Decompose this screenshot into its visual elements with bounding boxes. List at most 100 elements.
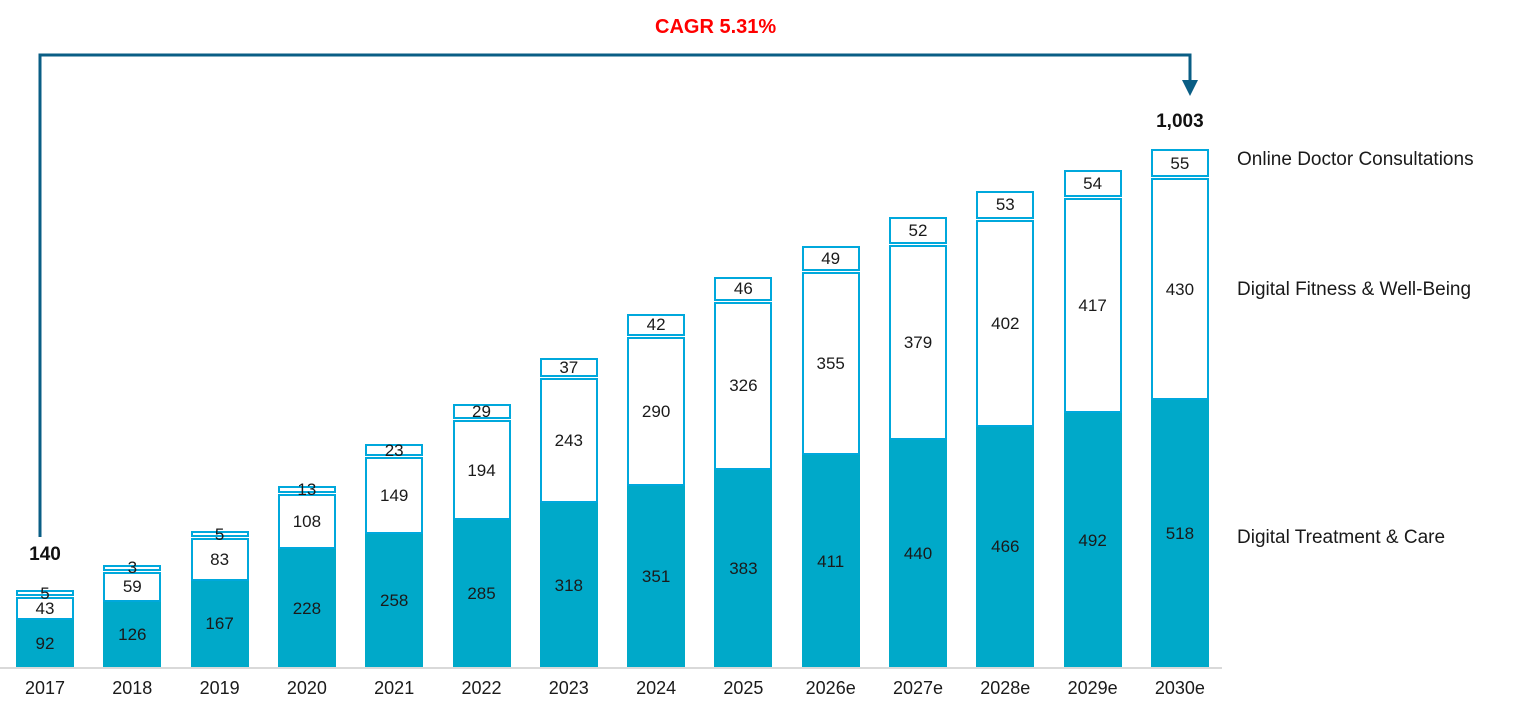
segment-treatment-2020: 228 <box>277 549 336 667</box>
bar-2022: 29 194 285 <box>452 402 511 667</box>
total-label-2017: 140 <box>29 543 61 565</box>
x-axis-label-2025: 2025 <box>723 678 764 698</box>
segment-fitness-2026e: 355 <box>801 272 860 456</box>
segment-fitness-2030e-value: 430 <box>1165 279 1195 299</box>
x-axis-label-2024: 2024 <box>636 678 677 698</box>
segment-treatment-2022-value: 285 <box>467 584 496 604</box>
segment-fitness-2028e-value: 402 <box>991 313 1020 333</box>
segment-fitness-2027e: 379 <box>889 244 947 441</box>
segment-treatment-2019: 167 <box>190 580 249 667</box>
segment-online-doctor-2030e-value: 55 <box>1170 153 1190 173</box>
x-axis-label-2030e: 2030e <box>1154 678 1205 698</box>
bar-2019: 5 83 167 <box>190 526 249 667</box>
segment-treatment-2029e: 492 <box>1063 413 1122 667</box>
bar-2024: 42 290 351 <box>627 313 686 667</box>
segment-fitness-2022-value: 194 <box>467 460 496 480</box>
segment-online-doctor-2023: 37 <box>539 357 598 377</box>
segment-online-doctor-2030e: 55 <box>1150 149 1209 178</box>
x-axis-label-2018: 2018 <box>112 678 153 698</box>
total-label-2030e: 1,003 <box>1156 111 1204 132</box>
segment-treatment-2023: 318 <box>539 503 598 667</box>
segment-online-doctor-2029e: 54 <box>1063 169 1122 198</box>
segment-online-doctor-2022-value: 29 <box>472 402 491 422</box>
segment-treatment-2020-value: 228 <box>292 598 322 618</box>
segment-fitness-2019: 83 <box>190 538 249 581</box>
segment-online-doctor-2026e-value: 49 <box>821 249 841 269</box>
segment-treatment-2017-value: 92 <box>35 633 55 653</box>
segment-online-doctor-2027e-value: 52 <box>908 220 928 240</box>
segment-online-doctor-2028e: 53 <box>976 191 1035 219</box>
segment-fitness-2020: 108 <box>277 493 336 550</box>
segment-treatment-2021-value: 258 <box>380 591 409 610</box>
segment-treatment-2026e: 411 <box>801 455 860 667</box>
segment-online-doctor-2022: 29 <box>452 402 511 422</box>
legend-digital-treatment-care: Digital Treatment & Care <box>1237 527 1446 548</box>
x-axis-label-2023: 2023 <box>548 678 589 698</box>
segment-online-doctor-2023-value: 37 <box>559 357 579 377</box>
bar-2023: 37 243 318 <box>539 357 598 667</box>
segment-online-doctor-2029e-value: 54 <box>1083 174 1103 194</box>
segment-fitness-2028e: 402 <box>976 219 1035 427</box>
segment-treatment-2025-value: 383 <box>729 558 758 578</box>
bar-2020: 13 108 228 <box>277 481 336 667</box>
segment-fitness-2023-value: 243 <box>554 430 583 450</box>
segment-treatment-2024: 351 <box>627 486 686 667</box>
x-axis-label-2026e: 2026e <box>805 678 856 698</box>
segment-fitness-2023: 243 <box>539 377 598 504</box>
segment-fitness-2025-value: 326 <box>729 376 758 396</box>
bar-2029e: 54 417 492 <box>1063 169 1122 667</box>
segment-online-doctor-2025: 46 <box>714 276 773 301</box>
segment-fitness-2021-value: 149 <box>380 486 409 506</box>
segment-fitness-2019-value: 83 <box>210 550 230 570</box>
legend-online-doctor-consultations: Online Doctor Consultations <box>1237 149 1474 170</box>
segment-treatment-2018-value: 126 <box>118 625 147 645</box>
bar-2018: 3 59 126 <box>103 559 162 667</box>
segment-fitness-2017-value: 43 <box>35 599 55 619</box>
bar-2027e: 52 379 440 <box>889 217 947 667</box>
segment-fitness-2030e: 430 <box>1150 178 1209 400</box>
segment-online-doctor-2021: 23 <box>365 442 424 459</box>
segment-fitness-2024: 290 <box>627 336 686 487</box>
segment-treatment-2021: 258 <box>365 534 424 667</box>
bar-2028e: 53 402 466 <box>976 191 1035 667</box>
segment-treatment-2022: 285 <box>452 520 511 667</box>
segment-online-doctor-2026e: 49 <box>801 245 860 272</box>
bar-2021: 23 149 258 <box>365 442 424 667</box>
segment-treatment-2023-value: 318 <box>554 575 583 595</box>
segment-online-doctor-2017: 5 <box>16 585 74 602</box>
segment-fitness-2029e: 417 <box>1063 198 1122 414</box>
segment-online-doctor-2025-value: 46 <box>733 279 753 299</box>
segment-online-doctor-2024-value: 42 <box>646 315 666 335</box>
plot-area: 5 43 92 2017 3 59 126 2018 5 83 167 2019 13 108 228 202… <box>0 111 1222 698</box>
segment-treatment-2027e-value: 440 <box>903 544 933 564</box>
segment-fitness-2029e-value: 417 <box>1078 296 1107 316</box>
segment-fitness-2020-value: 108 <box>292 512 322 532</box>
segment-online-doctor-2017-value: 5 <box>40 583 50 603</box>
segment-fitness-2026e-value: 355 <box>816 354 845 374</box>
x-axis-label-2017: 2017 <box>24 678 66 698</box>
legend-digital-fitness-well-being: Digital Fitness & Well-Being <box>1237 279 1472 300</box>
segment-treatment-2027e: 440 <box>889 440 947 667</box>
segment-online-doctor-2018: 3 <box>103 559 162 576</box>
segment-fitness-2022: 194 <box>452 420 511 521</box>
segment-treatment-2025: 383 <box>714 469 773 667</box>
segment-treatment-2028e-value: 466 <box>991 537 1020 557</box>
x-axis-label-2020: 2020 <box>286 678 327 698</box>
segment-treatment-2030e-value: 518 <box>1165 524 1195 543</box>
x-axis-label-2019: 2019 <box>199 678 240 698</box>
segment-treatment-2029e-value: 492 <box>1078 530 1107 550</box>
x-axis-label-2029e: 2029e <box>1067 678 1118 698</box>
x-axis-label-2028e: 2028e <box>980 678 1031 698</box>
segment-online-doctor-2019-value: 5 <box>214 524 225 544</box>
segment-fitness-2025: 326 <box>714 301 773 470</box>
segment-treatment-2030e: 518 <box>1150 400 1209 667</box>
segment-fitness-2027e-value: 379 <box>903 333 933 353</box>
bar-2026e: 49 355 411 <box>801 245 860 667</box>
segment-online-doctor-2019: 5 <box>190 526 249 543</box>
segment-treatment-2017: 92 <box>16 619 74 667</box>
segment-fitness-2017: 43 <box>16 597 74 620</box>
segment-online-doctor-2020-value: 13 <box>297 479 317 499</box>
segment-fitness-2018: 59 <box>103 571 162 603</box>
segment-online-doctor-2028e-value: 53 <box>995 195 1015 215</box>
